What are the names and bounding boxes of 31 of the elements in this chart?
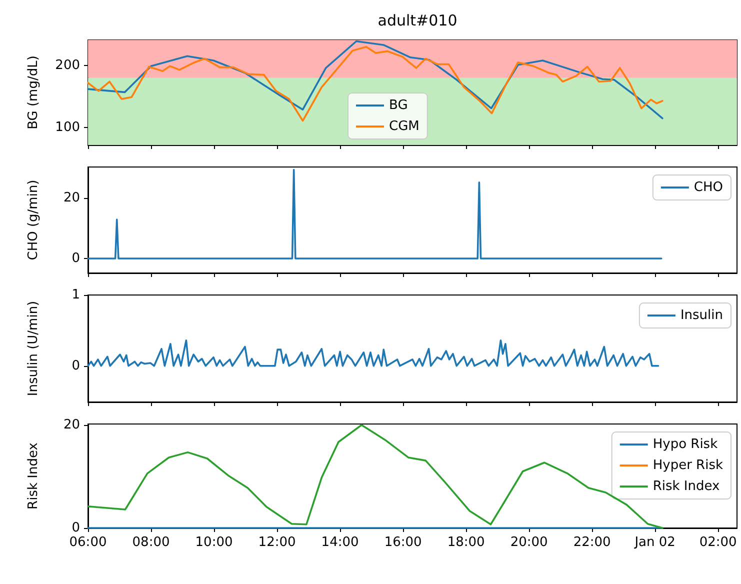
chart-title: adult#010: [378, 12, 458, 30]
y-axis-title: BG (mg/dL): [26, 56, 41, 130]
x-tick-label: 10:00: [195, 535, 233, 550]
legend-label: Risk Index: [652, 479, 720, 494]
x-tick-label: 16:00: [384, 535, 422, 550]
y-tick-label: 200: [55, 58, 80, 73]
legend-label: Insulin: [680, 308, 724, 323]
legend-label: CHO: [694, 180, 724, 195]
x-tick-label: 06:00: [69, 535, 107, 550]
x-tick-label: 20:00: [510, 535, 548, 550]
y-axis-title: CHO (g/min): [26, 180, 41, 260]
legend-label: Hyper Risk: [652, 458, 724, 473]
x-tick-label: 12:00: [258, 535, 296, 550]
legend-label: Hypo Risk: [652, 437, 718, 452]
legend-label: CGM: [389, 119, 420, 134]
y-tick-label: 1: [72, 288, 80, 302]
y-tick-label: 0: [72, 358, 80, 374]
y-tick-label: 0: [72, 520, 80, 536]
y-tick-label: 20: [63, 418, 80, 433]
x-tick-label: 02:00: [699, 535, 737, 550]
x-tick-label: 18:00: [447, 535, 485, 550]
legend-label: BG: [389, 98, 408, 113]
y-tick-label: 20: [63, 190, 80, 206]
y-axis-title: Risk Index: [26, 442, 41, 510]
x-tick-label: Jan 02: [634, 535, 676, 550]
x-tick-label: 14:00: [321, 535, 359, 550]
y-axis-title: Insulin (U/min): [26, 300, 41, 396]
y-tick-label: 0: [72, 251, 80, 266]
x-tick-label: 22:00: [573, 535, 611, 550]
x-tick-label: 08:00: [132, 535, 170, 550]
y-tick-label: 100: [55, 120, 80, 136]
